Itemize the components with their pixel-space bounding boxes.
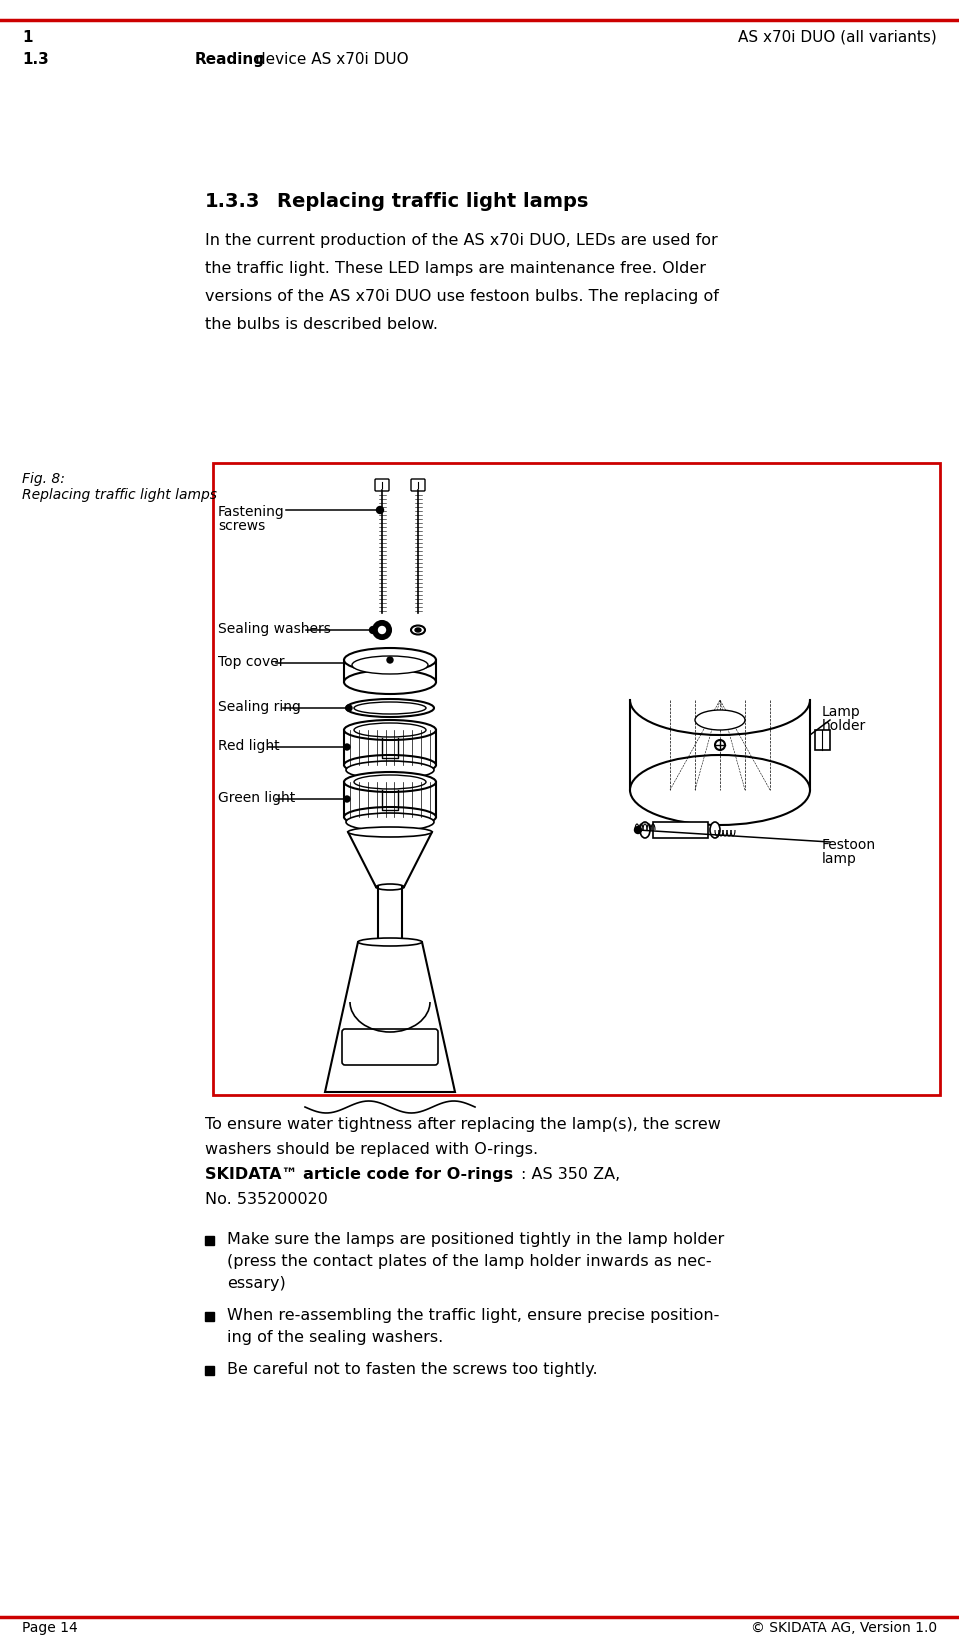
Text: Sealing ring: Sealing ring [218, 700, 301, 713]
Text: When re-assembling the traffic light, ensure precise position-: When re-assembling the traffic light, en… [227, 1309, 719, 1324]
Circle shape [344, 744, 350, 749]
Ellipse shape [344, 671, 436, 694]
Text: (press the contact plates of the lamp holder inwards as nec-: (press the contact plates of the lamp ho… [227, 1255, 712, 1270]
Ellipse shape [640, 821, 650, 838]
Text: screws: screws [218, 519, 266, 533]
Text: Top cover: Top cover [218, 654, 285, 669]
Bar [205, 1237, 214, 1245]
Text: lamp: lamp [822, 852, 857, 865]
Text: Sealing washers: Sealing washers [218, 622, 331, 636]
Text: AS x70i DUO (all variants): AS x70i DUO (all variants) [738, 29, 937, 46]
Text: Be careful not to fasten the screws too tightly.: Be careful not to fasten the screws too … [227, 1363, 597, 1378]
Text: 1: 1 [22, 29, 33, 46]
Text: Replacing traffic light lamps: Replacing traffic light lamps [22, 488, 217, 502]
FancyBboxPatch shape [375, 479, 389, 491]
Circle shape [344, 797, 350, 802]
Text: © SKIDATA AG, Version 1.0: © SKIDATA AG, Version 1.0 [751, 1621, 937, 1634]
Ellipse shape [344, 754, 436, 775]
Ellipse shape [346, 761, 434, 779]
Bar [653, 821, 708, 838]
Text: device AS x70i DUO: device AS x70i DUO [251, 52, 409, 67]
Ellipse shape [710, 821, 720, 838]
Ellipse shape [354, 775, 426, 789]
Ellipse shape [695, 710, 745, 730]
Circle shape [369, 627, 377, 633]
Text: Make sure the lamps are positioned tightly in the lamp holder: Make sure the lamps are positioned tight… [227, 1232, 724, 1247]
Text: 1.3.3: 1.3.3 [205, 191, 261, 211]
Text: Fastening: Fastening [218, 506, 285, 519]
Text: the bulbs is described below.: the bulbs is described below. [205, 317, 438, 332]
Circle shape [635, 826, 642, 833]
Text: : AS 350 ZA,: : AS 350 ZA, [521, 1166, 620, 1181]
Bar [205, 1312, 214, 1320]
Text: washers should be replaced with O-rings.: washers should be replaced with O-rings. [205, 1142, 538, 1157]
Bar [213, 463, 940, 1094]
Bar [205, 1366, 214, 1374]
Text: Replacing traffic light lamps: Replacing traffic light lamps [277, 191, 589, 211]
FancyBboxPatch shape [342, 1029, 438, 1065]
Text: Green light: Green light [218, 790, 295, 805]
Circle shape [387, 658, 393, 663]
Ellipse shape [411, 625, 425, 635]
Text: 1.3: 1.3 [22, 52, 49, 67]
Circle shape [373, 622, 391, 640]
Ellipse shape [344, 772, 436, 792]
Text: Reading: Reading [195, 52, 265, 67]
Circle shape [377, 507, 384, 514]
Ellipse shape [630, 754, 810, 825]
Ellipse shape [358, 937, 422, 946]
Ellipse shape [348, 828, 432, 838]
FancyBboxPatch shape [411, 479, 425, 491]
Text: Festoon: Festoon [822, 838, 877, 852]
Ellipse shape [344, 720, 436, 739]
Ellipse shape [378, 939, 402, 944]
Bar [815, 730, 830, 749]
Circle shape [379, 627, 386, 633]
Ellipse shape [346, 813, 434, 831]
Text: Fig. 8:: Fig. 8: [22, 473, 65, 486]
Text: Red light: Red light [218, 739, 280, 753]
Ellipse shape [415, 628, 421, 631]
Polygon shape [325, 942, 455, 1091]
Text: holder: holder [822, 718, 866, 733]
Ellipse shape [344, 807, 436, 828]
Text: the traffic light. These LED lamps are maintenance free. Older: the traffic light. These LED lamps are m… [205, 262, 706, 276]
Circle shape [346, 705, 352, 712]
Ellipse shape [344, 648, 436, 672]
Ellipse shape [354, 702, 426, 713]
Text: ing of the sealing washers.: ing of the sealing washers. [227, 1330, 443, 1345]
Text: To ensure water tightness after replacing the lamp(s), the screw: To ensure water tightness after replacin… [205, 1117, 721, 1132]
Text: SKIDATA™ article code for O-rings: SKIDATA™ article code for O-rings [205, 1166, 513, 1181]
Text: Page 14: Page 14 [22, 1621, 78, 1634]
Text: essary): essary) [227, 1276, 286, 1291]
Text: No. 535200020: No. 535200020 [205, 1193, 328, 1207]
Ellipse shape [354, 723, 426, 736]
Ellipse shape [630, 664, 810, 735]
Ellipse shape [376, 883, 404, 890]
Text: versions of the AS x70i DUO use festoon bulbs. The replacing of: versions of the AS x70i DUO use festoon … [205, 290, 719, 304]
Ellipse shape [346, 699, 434, 717]
Circle shape [715, 739, 725, 749]
Text: In the current production of the AS x70i DUO, LEDs are used for: In the current production of the AS x70i… [205, 232, 717, 249]
Ellipse shape [352, 656, 428, 674]
Text: Lamp: Lamp [822, 705, 861, 718]
